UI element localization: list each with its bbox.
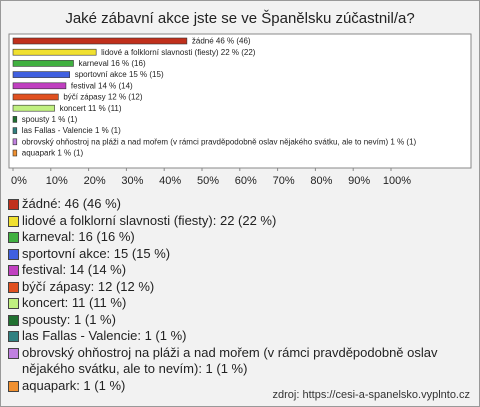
legend-swatch — [8, 215, 19, 227]
legend-label: las Fallas - Valencie: 1 (1 %) — [22, 328, 187, 343]
bar-label: aquapark 1 % (1) — [22, 149, 84, 158]
legend-swatch — [8, 248, 19, 260]
legend-swatch — [8, 298, 19, 309]
legend-item: sportovní akce: 15 (15 %) — [8, 246, 470, 263]
x-tick-label: 10% — [46, 175, 68, 187]
legend-label: lidové a folklorní slavnosti (fiesty): 2… — [22, 212, 277, 228]
x-tick-label: 50% — [197, 175, 219, 187]
bar — [12, 104, 55, 112]
bar-label: lidové a folklorní slavnosti (fiesty) 22… — [101, 48, 256, 57]
source: zdroj: https://cesi-a-spanelsko.vyplnto.… — [272, 389, 470, 401]
legend-item: žádné: 46 (46 %) — [8, 196, 470, 213]
legend-label: koncert: 11 (11 %) — [22, 295, 127, 310]
legend-item: las Fallas - Valencie: 1 (1 %) — [8, 328, 470, 345]
x-tick-label: 30% — [121, 175, 143, 187]
legend-label: býčí zápasy: 12 (12 %) — [22, 278, 155, 294]
x-tick-label: 70% — [273, 175, 295, 187]
legend-swatch — [8, 265, 19, 276]
bar — [12, 93, 59, 101]
chart-title: Jaké zábavní akce jste se ve Španělsku z… — [65, 10, 414, 27]
legend-label: aquapark: 1 (1 %) — [22, 377, 126, 393]
x-tick-label: 90% — [348, 175, 370, 187]
bar-label: žádné 46 % (46) — [192, 37, 251, 46]
legend-swatch — [8, 232, 19, 243]
legend-label: karneval: 16 (16 %) — [22, 229, 135, 244]
legend-swatch — [8, 331, 19, 342]
bar — [12, 37, 188, 45]
legend-swatch — [8, 314, 19, 326]
legend: žádné: 46 (46 %) lidové a folklorní slavn… — [8, 196, 470, 394]
legend-swatch — [8, 199, 19, 210]
bar-label: sportovní akce 15 % (15) — [75, 70, 164, 79]
bar — [12, 60, 74, 67]
legend-item: obrovský ohňostroj na pláži a nad mořem … — [8, 345, 470, 378]
legend-item: lidové a folklorní slavnosti (fiesty): 2… — [8, 213, 470, 230]
bar — [12, 149, 18, 157]
legend-item: festival: 14 (14 %) — [8, 262, 470, 279]
bar-label: festival 14 % (14) — [71, 81, 133, 90]
legend-swatch — [8, 380, 19, 392]
bar — [12, 71, 71, 78]
bar-label: las Fallas - Valencie 1 % (1) — [22, 126, 121, 135]
bar-label: obrovský ohňostroj na pláži a nad mořem … — [22, 137, 417, 146]
x-tick-label: 80% — [310, 175, 332, 187]
legend-item: koncert: 11 (11 %) — [8, 295, 470, 312]
bar-label: spousty 1 % (1) — [22, 115, 78, 124]
bar — [12, 48, 97, 56]
x-tick-label: 100% — [383, 175, 411, 187]
bar-label: karneval 16 % (16) — [78, 59, 145, 68]
legend-item: karneval: 16 (16 %) — [8, 229, 470, 246]
chart: Jaké zábavní akce jste se ve Španělsku z… — [8, 10, 472, 187]
legend-item: býčí zápasy: 12 (12 %) — [8, 279, 470, 296]
x-tick-label: 40% — [159, 175, 181, 187]
bar-label: koncert 11 % (11) — [60, 104, 122, 113]
x-tick-label: 20% — [84, 175, 106, 187]
plot-area — [8, 33, 472, 169]
bar — [12, 138, 18, 146]
legend-label: obrovský ohňostroj na pláži a nad mořem … — [22, 344, 438, 377]
bar — [12, 127, 18, 134]
legend-swatch — [8, 281, 19, 293]
legend-swatch — [8, 347, 19, 359]
bar — [12, 82, 67, 90]
legend-label: spousty: 1 (1 %) — [22, 311, 116, 327]
legend-label: festival: 14 (14 %) — [22, 262, 127, 277]
legend-item: spousty: 1 (1 %) — [8, 312, 470, 329]
x-tick-label: 60% — [235, 175, 257, 187]
legend-label: sportovní akce: 15 (15 %) — [22, 245, 171, 261]
legend-label: žádné: 46 (46 %) — [22, 196, 122, 211]
x-tick-label: 0% — [11, 175, 27, 187]
bar-label: býčí zápasy 12 % (12) — [63, 93, 142, 102]
bar — [12, 116, 18, 123]
legend-item: aquapark: 1 (1 %) — [8, 378, 470, 395]
